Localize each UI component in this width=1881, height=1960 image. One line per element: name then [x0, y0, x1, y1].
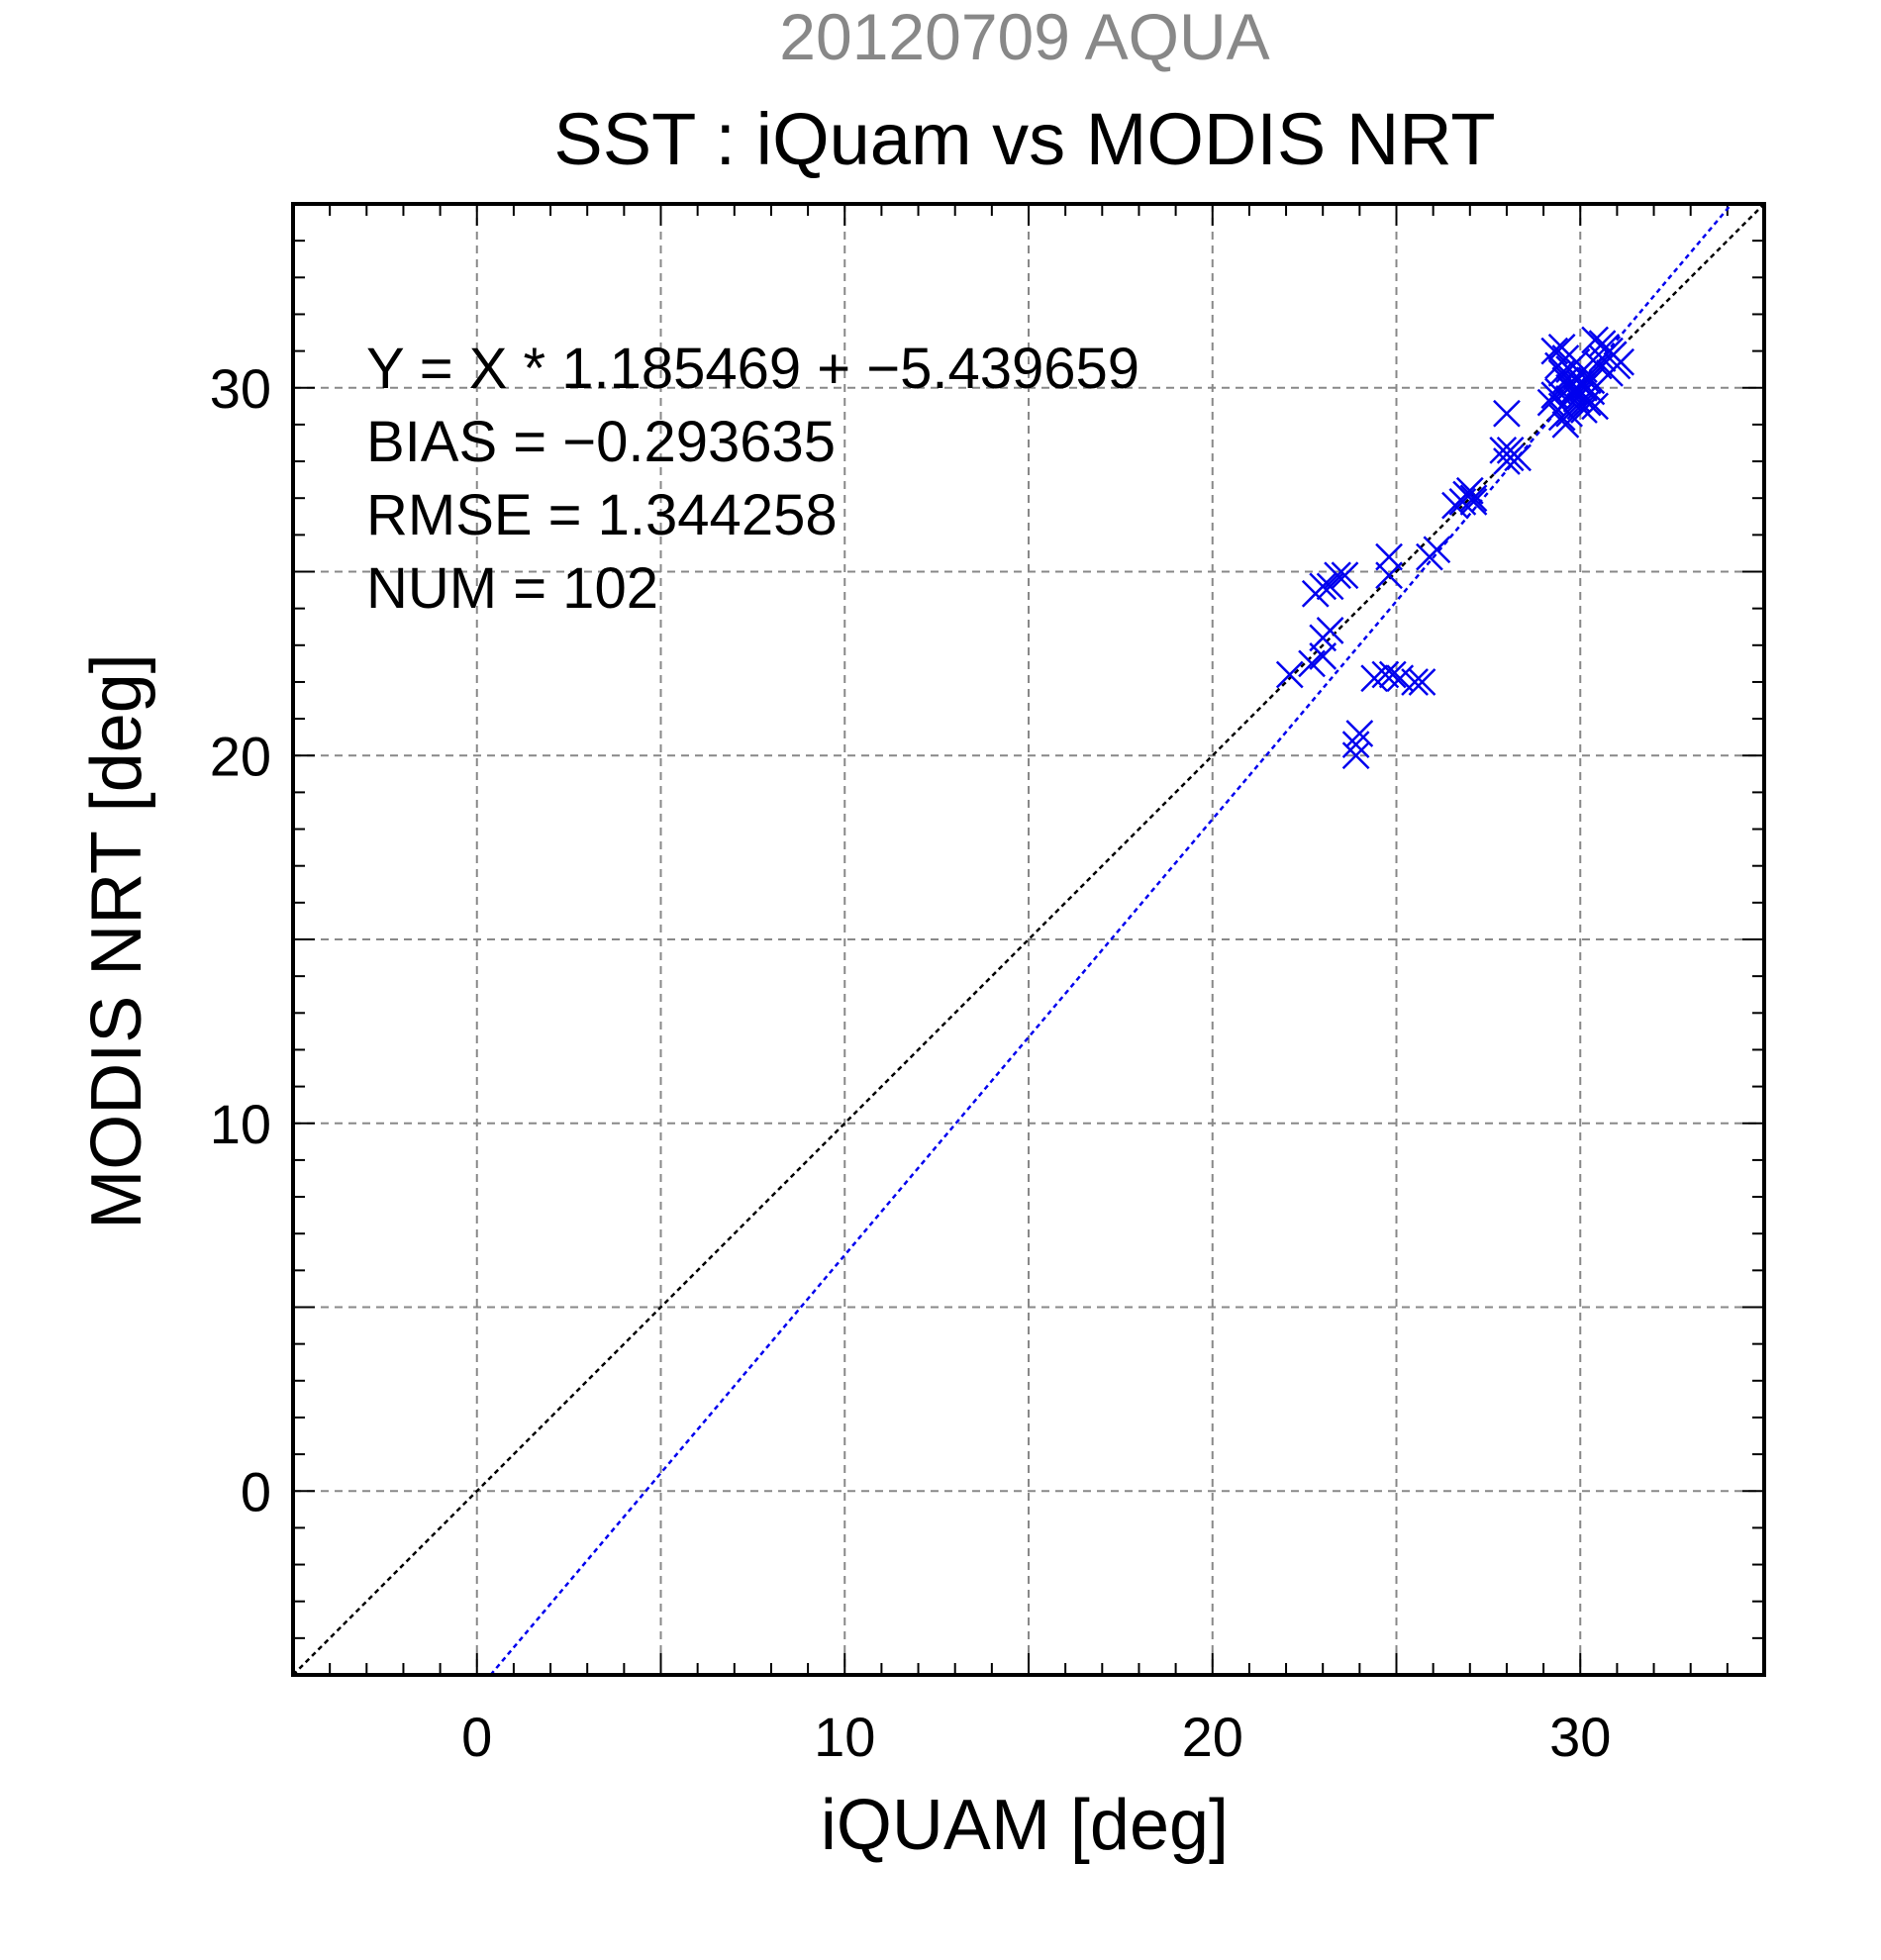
data-point-marker [1316, 617, 1344, 644]
data-point-marker [1331, 561, 1359, 590]
data-point-marker [1573, 388, 1602, 417]
bias-text: BIAS = −0.293635 [366, 410, 836, 474]
marker-stroke [1551, 411, 1580, 439]
y-tick-label: 0 [241, 1460, 271, 1522]
data-point-marker [1504, 443, 1532, 472]
marker-stroke [1547, 334, 1576, 361]
marker-stroke [1459, 484, 1488, 513]
marker-stroke [1341, 731, 1370, 758]
marker-stroke [1581, 326, 1609, 354]
data-point-marker [1341, 741, 1370, 770]
marker-stroke [1607, 347, 1634, 376]
data-points [1275, 326, 1634, 770]
marker-stroke [1275, 660, 1304, 689]
x-tick-label: 10 [814, 1706, 875, 1768]
x-tick-label: 0 [461, 1706, 492, 1768]
marker-stroke [1341, 741, 1370, 770]
marker-stroke [1547, 403, 1576, 432]
marker-stroke [1316, 617, 1344, 644]
marker-stroke [1386, 664, 1415, 693]
data-point-marker [1551, 411, 1580, 439]
marker-stroke [1378, 660, 1407, 689]
data-point-marker [1423, 536, 1451, 564]
marker-stroke [1504, 443, 1532, 472]
chart-subtitle: 20120709 AQUA [779, 0, 1269, 73]
x-tick-label: 20 [1182, 1706, 1243, 1768]
marker-stroke [1588, 330, 1617, 358]
data-point-marker [1581, 392, 1609, 421]
marker-stroke [1455, 476, 1484, 505]
y-tick-label: 30 [210, 357, 271, 420]
data-point-marker [1360, 664, 1389, 693]
marker-stroke [1360, 664, 1389, 693]
rmse-text: RMSE = 1.344258 [366, 483, 838, 547]
data-point-marker [1493, 399, 1521, 428]
marker-stroke [1551, 344, 1580, 372]
grid-lines [293, 204, 1764, 1675]
data-point-marker [1455, 476, 1484, 505]
marker-stroke [1570, 396, 1598, 424]
chart-title: SST : iQuam vs MODIS NRT [553, 98, 1495, 180]
marker-stroke [1562, 385, 1591, 413]
marker-stroke [1489, 437, 1518, 464]
marker-stroke [1459, 488, 1488, 516]
y-tick-label: 20 [210, 725, 271, 787]
marker-stroke [1309, 572, 1337, 601]
marker-stroke [1493, 399, 1521, 428]
x-tick-labels: 0 10 20 30 [461, 1706, 1611, 1768]
x-axis-label: iQUAM [deg] [821, 1786, 1229, 1865]
data-point-marker [1547, 403, 1576, 432]
data-point-marker [1401, 668, 1429, 696]
num-text: NUM = 102 [366, 556, 658, 621]
y-tick-labels: 0 10 20 30 [210, 357, 271, 1523]
data-point-marker [1341, 731, 1370, 758]
y-axis-label: MODIS NRT [deg] [77, 653, 156, 1229]
x-tick-label: 30 [1549, 1706, 1611, 1768]
data-point-marker [1459, 488, 1488, 516]
marker-stroke [1555, 373, 1583, 402]
plot-frame [291, 202, 1766, 1677]
data-point-marker [1345, 720, 1374, 747]
plot-area [291, 202, 1766, 1677]
marker-stroke [1375, 542, 1403, 571]
marker-stroke [1423, 536, 1451, 564]
data-point-marker [1555, 373, 1583, 402]
marker-stroke [1408, 668, 1436, 696]
data-point-marker [1570, 355, 1598, 384]
data-point-marker [1309, 572, 1337, 601]
data-point-marker [1378, 660, 1407, 689]
data-point-marker [1459, 484, 1488, 513]
data-point-marker [1607, 347, 1634, 376]
data-point-marker [1540, 337, 1569, 365]
marker-stroke [1570, 355, 1598, 384]
y-tick-label: 10 [210, 1093, 271, 1155]
marker-stroke [1551, 366, 1580, 395]
marker-stroke [1573, 388, 1602, 417]
data-point-marker [1275, 660, 1304, 689]
data-point-marker [1324, 561, 1351, 590]
stats-annotation: Y = X * 1.185469 + −5.439659 BIAS = −0.2… [366, 337, 1139, 621]
marker-stroke [1345, 720, 1374, 747]
marker-stroke [1581, 392, 1609, 421]
marker-stroke [1540, 337, 1569, 365]
marker-stroke [1324, 561, 1351, 590]
marker-stroke [1371, 660, 1400, 689]
data-point-marker [1375, 542, 1403, 571]
marker-stroke [1401, 668, 1429, 696]
marker-stroke [1577, 366, 1606, 395]
data-point-marker [1408, 668, 1436, 696]
data-point-marker [1489, 437, 1518, 464]
fit-equation-text: Y = X * 1.185469 + −5.439659 [366, 337, 1139, 401]
marker-stroke [1331, 561, 1359, 590]
data-point-marker [1581, 326, 1609, 354]
